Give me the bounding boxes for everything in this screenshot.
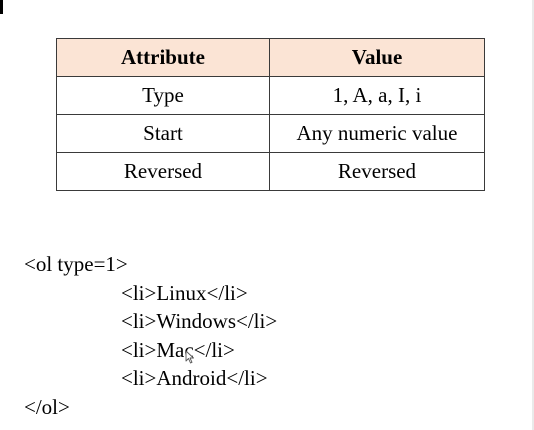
- code-line-li-linux: <li>Linux</li>: [121, 280, 248, 305]
- cell-value: 1, A, a, I, i: [269, 76, 485, 115]
- attribute-table: Attribute Value Type 1, A, a, I, i Start…: [56, 38, 485, 191]
- code-line-li-windows: <li>Windows</li>: [121, 309, 278, 333]
- cell-attribute: Start: [56, 114, 270, 153]
- header-value: Value: [269, 38, 485, 77]
- code-line-ol-open: <ol type=1>: [24, 252, 128, 276]
- code-line-li-mac: <li>Mac</li>: [121, 337, 235, 362]
- cell-attribute: Type: [56, 76, 270, 115]
- code-line-li-android: <li>Android</li>: [121, 366, 268, 390]
- cell-attribute: Reversed: [56, 152, 270, 191]
- mouse-pointer-icon: [185, 350, 194, 364]
- cell-value: Reversed: [269, 152, 485, 191]
- table-row: Reversed Reversed: [56, 152, 485, 191]
- table-row: Start Any numeric value: [56, 114, 485, 153]
- table-header-row: Attribute Value: [56, 38, 485, 77]
- code-example: <ol type=1> <li>Linux</li> <li>Windows</…: [24, 250, 277, 421]
- table-row: Type 1, A, a, I, i: [56, 76, 485, 115]
- code-line-ol-close: </ol>: [24, 394, 70, 419]
- right-edge-border: [532, 0, 534, 430]
- header-attribute: Attribute: [56, 38, 270, 77]
- cell-value: Any numeric value: [269, 114, 485, 153]
- corner-mark: [0, 0, 3, 14]
